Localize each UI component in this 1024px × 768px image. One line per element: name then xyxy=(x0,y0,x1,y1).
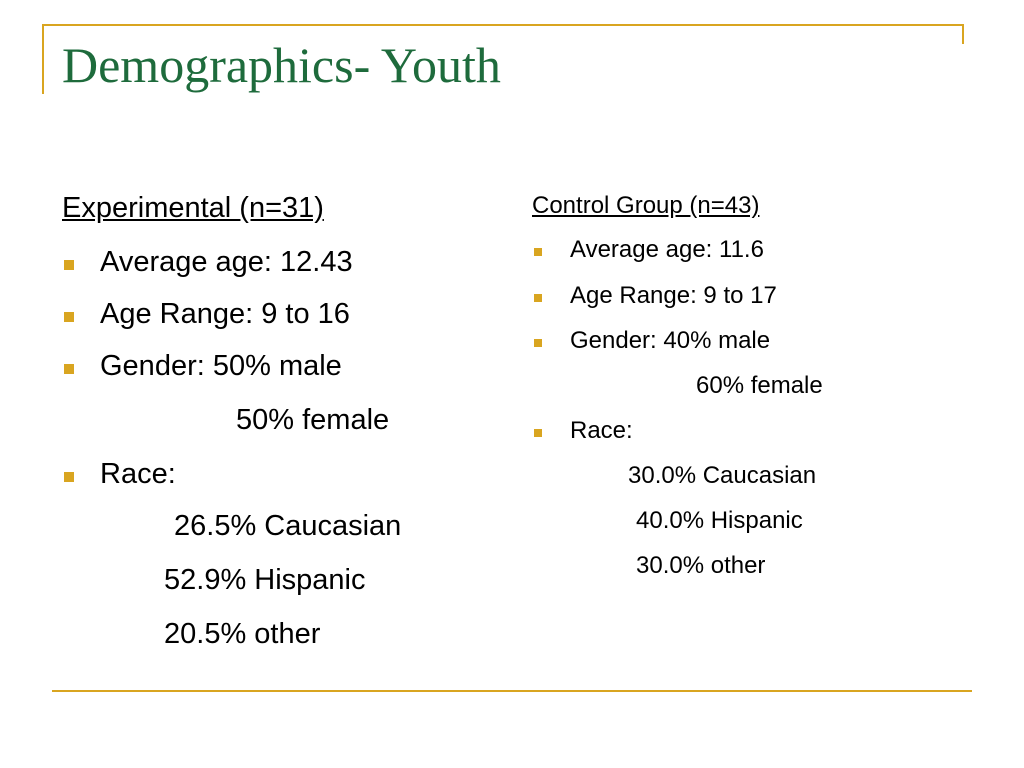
experimental-average-age: Average age: 12.43 xyxy=(100,246,353,278)
bullet-icon xyxy=(534,294,542,302)
control-average-age: Average age: 11.6 xyxy=(570,236,764,263)
bullet-icon xyxy=(534,248,542,256)
control-race-caucasian: 30.0% Caucasian xyxy=(628,462,817,489)
bottom-rule xyxy=(52,690,972,692)
experimental-heading: Experimental (n=31) xyxy=(62,192,324,224)
bullet-icon xyxy=(64,312,74,322)
bullet-icon xyxy=(534,429,542,437)
experimental-race-caucasian: 26.5% Caucasian xyxy=(174,510,402,542)
frame-top-line xyxy=(42,24,964,26)
control-gender-male: Gender: 40% male xyxy=(570,327,771,354)
control-gender-female: 60% female xyxy=(696,372,823,399)
experimental-gender-male: Gender: 50% male xyxy=(100,350,342,382)
experimental-age-range: Age Range: 9 to 16 xyxy=(100,298,350,330)
experimental-gender-female: 50% female xyxy=(236,404,390,436)
control-race-hispanic: 40.0% Hispanic xyxy=(636,507,803,534)
experimental-race-label: Race: xyxy=(100,458,176,490)
experimental-race-other: 20.5% other xyxy=(164,618,321,650)
frame-right-line xyxy=(962,24,964,44)
bullet-icon xyxy=(534,339,542,347)
slide-title: Demographics- Youth xyxy=(62,37,501,93)
bullet-icon xyxy=(64,364,74,374)
control-race-other: 30.0% other xyxy=(636,552,766,579)
control-age-range: Age Range: 9 to 17 xyxy=(570,282,777,309)
bullet-icon xyxy=(64,472,74,482)
control-heading: Control Group (n=43) xyxy=(532,192,760,219)
bullet-icon xyxy=(64,260,74,270)
experimental-race-hispanic: 52.9% Hispanic xyxy=(164,564,366,596)
frame-left-line xyxy=(42,24,44,94)
control-race-label: Race: xyxy=(570,417,633,444)
